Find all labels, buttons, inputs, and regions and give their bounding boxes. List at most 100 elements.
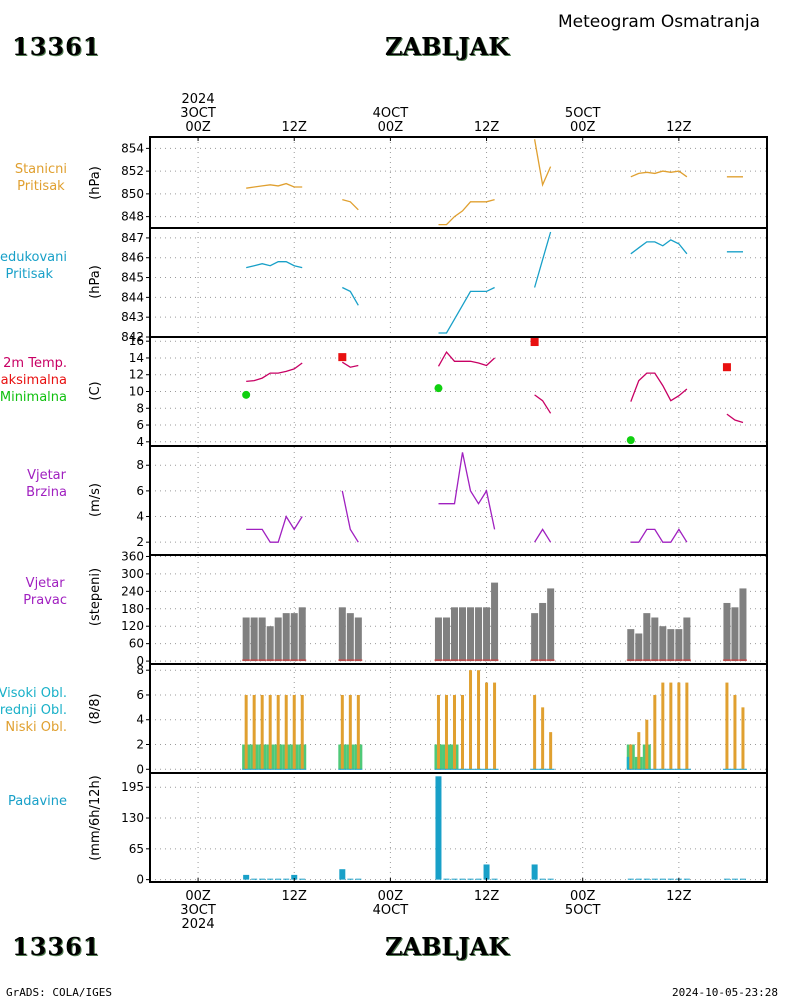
footer-source: GrADS: COLA/IGES (6, 986, 112, 999)
reduced_pressure-line (246, 261, 303, 269)
wind_direction-bar (450, 607, 458, 662)
panel-label-line: Maksimalna (0, 372, 67, 388)
low-cloud-bar (469, 670, 473, 770)
precipitation-bar (299, 878, 306, 880)
bottom-time-label: 5OCT (565, 903, 601, 918)
top-time-label: 3OCT (180, 106, 216, 121)
wind_speed-line (341, 490, 359, 543)
y-tick-label: 6 (136, 418, 144, 432)
y-tick-label: 14 (129, 351, 144, 365)
wind_direction-bar (675, 629, 683, 662)
bottom-time-label: 4OCT (373, 903, 409, 918)
precipitation-bar (683, 878, 690, 880)
low-cloud-bar (637, 732, 641, 770)
y-tick-label: 854 (121, 141, 144, 155)
wind_direction-bar (651, 617, 659, 662)
low-cloud-bar (436, 694, 440, 770)
top-time-label: 00Z (570, 120, 596, 135)
wind_direction-bar (667, 629, 675, 662)
wind_direction-bar (290, 613, 298, 662)
low-cloud-bar (340, 694, 344, 770)
y-tick-label: 842 (121, 330, 144, 344)
y-tick-label: 4 (136, 435, 144, 449)
y-tick-label: 65 (129, 842, 144, 856)
precipitation-bar (659, 878, 666, 880)
precipitation-bar (731, 878, 738, 880)
meteogram-title: Meteogram Osmatranja (558, 12, 761, 32)
wind_direction-bar (459, 607, 467, 662)
y-tick-label: 4 (136, 510, 144, 524)
wind_direction-bar (354, 617, 362, 662)
y-tick-label: 0 (136, 873, 144, 887)
panel-label-line: Padavine (8, 793, 67, 809)
precipitation-bar (723, 878, 730, 880)
precipitation-bar (651, 878, 658, 880)
precipitation-bar (347, 878, 354, 880)
station_pressure-line (438, 198, 495, 226)
panel-frame-wind_speed (149, 445, 768, 556)
station_pressure-line (342, 198, 359, 211)
precipitation-bar (547, 878, 554, 880)
unit-label: (stepeni) (88, 568, 103, 626)
low-cloud-bar (485, 682, 489, 770)
temperature-line (726, 413, 744, 424)
precipitation-bar (443, 878, 450, 880)
wind_direction-bar (483, 607, 491, 662)
wind_direction-bar (282, 613, 290, 662)
wind_direction-bar (442, 617, 450, 662)
y-tick-label: 850 (121, 187, 144, 201)
y-tick-label: 6 (136, 484, 144, 498)
precipitation-bar (435, 776, 442, 880)
top-time-label: 12Z (282, 120, 308, 135)
bottom-time-label: 00Z (185, 889, 211, 904)
wind_direction-bar (627, 629, 635, 662)
y-tick-label: 852 (121, 164, 144, 178)
low-cloud-bar (533, 694, 537, 770)
low-cloud-bar (461, 694, 465, 770)
precipitation-bar (259, 878, 266, 880)
panel-label-line: Vjetar (27, 468, 66, 483)
footer-timestamp: 2024-10-05-23:28 (672, 986, 778, 999)
panel-label-precipitation: Padavine (8, 793, 67, 810)
y-tick-label: 0 (136, 762, 144, 776)
top-time-label: 12Z (474, 120, 500, 135)
y-tick-label: 60 (129, 637, 144, 651)
y-tick-label: 6 (136, 688, 144, 702)
panel-label-clouds: Visoki Obl.Srednji Obl.Niski Obl. (0, 685, 67, 736)
wind_direction-bar (274, 617, 282, 662)
low-cloud-bar (268, 694, 272, 770)
bottom-time-label: 00Z (570, 889, 596, 904)
temperature-line (341, 361, 359, 368)
y-tick-label: 120 (121, 619, 144, 633)
y-tick-label: 847 (121, 231, 144, 245)
precipitation-bar (491, 878, 498, 880)
low-cloud-bar (669, 682, 673, 770)
wind_speed-line (630, 528, 688, 543)
panel-label-line: Srednji Obl. (0, 702, 67, 718)
low-cloud-bar (653, 694, 657, 770)
wind_direction-bar (723, 602, 731, 662)
wind_speed-line (534, 528, 552, 543)
panel-label-temperature: 2m Temp.MaksimalnaMinimalna (0, 355, 67, 406)
y-tick-label: 848 (121, 210, 144, 224)
precipitation-bar (339, 869, 346, 880)
precipitation-bar (539, 878, 546, 880)
precipitation-bar (451, 878, 458, 880)
low-cloud-bar (260, 694, 264, 770)
wind_direction-bar (475, 607, 483, 662)
wind_direction-bar (338, 607, 346, 662)
low-cloud-bar (645, 719, 649, 770)
low-cloud-bar (300, 694, 304, 770)
precipitation-bar (531, 864, 538, 880)
wind_direction-bar (467, 607, 475, 662)
wind_direction-bar (659, 626, 667, 662)
reduced_pressure-line (438, 286, 495, 334)
station_pressure-line (246, 182, 303, 189)
bottom-time-label: 00Z (378, 889, 404, 904)
panel-label-line: Pritisak (17, 179, 65, 194)
top-time-label: 5OCT (565, 106, 601, 121)
precipitation-bar (483, 864, 490, 880)
max-temp-marker (530, 338, 539, 347)
reduced_pressure-line (342, 286, 359, 306)
panel-frame-wind_direction (149, 554, 768, 665)
